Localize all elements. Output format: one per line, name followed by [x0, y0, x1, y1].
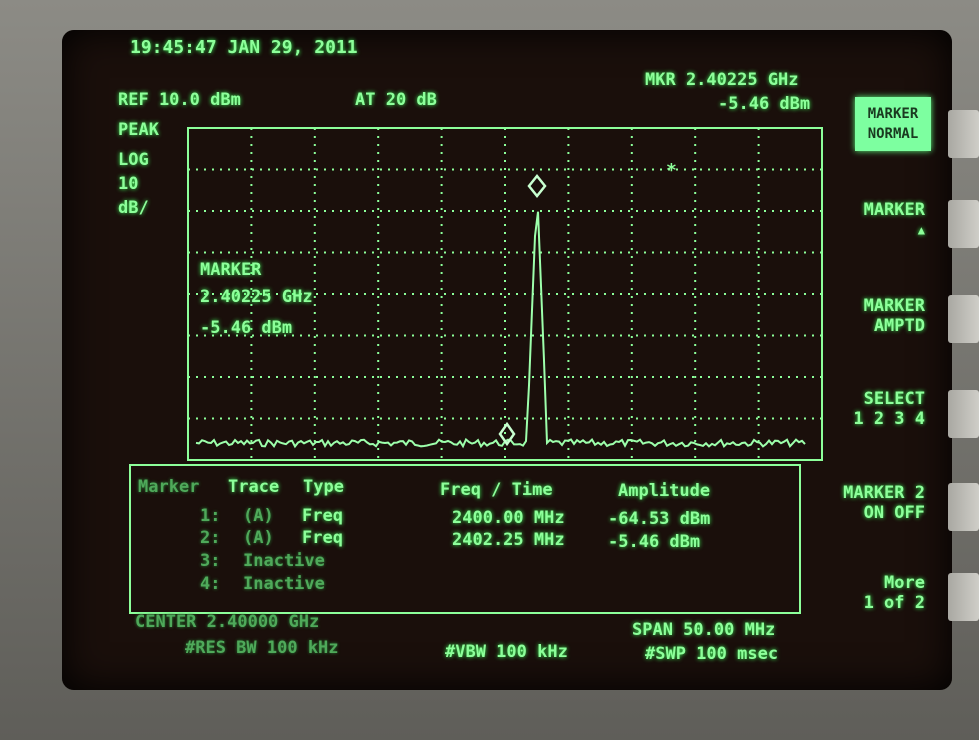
- marker-freq: MKR 2.40225 GHz: [645, 70, 799, 90]
- timestamp: 19:45:47 JAN 29, 2011: [130, 37, 358, 58]
- softkey-label: ON OFF: [863, 503, 925, 523]
- softkey-button[interactable]: [948, 200, 979, 248]
- marker-1-diamond: [498, 421, 516, 447]
- marker-readout: 2.40225 GHz: [200, 287, 313, 307]
- center-freq: CENTER 2.40000 GHz: [135, 612, 320, 632]
- softkey[interactable]: MARKER NORMAL: [855, 97, 931, 151]
- softkey-label: MARKER: [867, 106, 919, 122]
- trace: [195, 211, 806, 449]
- vbw: #VBW 100 kHz: [445, 642, 568, 662]
- table-cell: (A): [243, 506, 274, 526]
- table-cell: Inactive: [243, 551, 325, 571]
- marker-table-box: [129, 464, 801, 614]
- span: SPAN 50.00 MHz: [632, 620, 776, 640]
- table-header: Type: [303, 477, 344, 497]
- table-cell: 4:: [200, 574, 221, 594]
- table-cell: 1:: [200, 506, 221, 526]
- softkey[interactable]: MARKER ▲: [805, 200, 925, 240]
- table-cell: -64.53 dBm: [608, 509, 711, 529]
- table-header: Marker: [138, 477, 200, 497]
- softkey-label: NORMAL: [867, 126, 919, 142]
- marker-readout: MARKER: [200, 260, 262, 280]
- softkey-label: AMPTD: [873, 316, 925, 336]
- table-cell: 3:: [200, 551, 221, 571]
- table-header: Trace: [228, 477, 280, 497]
- table-cell: 2400.00 MHz: [452, 508, 565, 528]
- graticule: [188, 128, 822, 460]
- softkey[interactable]: More 1 of 2: [805, 573, 925, 613]
- softkey-button[interactable]: [948, 110, 979, 158]
- res-bw: #RES BW 100 kHz: [185, 638, 339, 658]
- sweep: #SWP 100 msec: [645, 644, 779, 664]
- softkey-label: MARKER: [863, 296, 925, 316]
- table-header: Freq / Time: [440, 480, 553, 500]
- softkey[interactable]: SELECT 1 2 3 4: [805, 389, 925, 429]
- softkey-label: 1 2 3 4: [853, 409, 925, 429]
- delta-star: *: [666, 160, 677, 181]
- softkey[interactable]: MARKER 2 ON OFF: [805, 483, 925, 523]
- softkey-label: MARKER: [863, 200, 925, 220]
- scale-text: PEAK: [118, 120, 159, 140]
- ref-level: REF 10.0 dBm: [118, 90, 241, 110]
- softkey-button[interactable]: [948, 483, 979, 531]
- scale-text: dB/: [118, 198, 149, 218]
- softkey[interactable]: MARKER AMPTD: [805, 296, 925, 336]
- attenuation: AT 20 dB: [355, 90, 437, 110]
- marker-readout: -5.46 dBm: [200, 318, 293, 338]
- softkey-button[interactable]: [948, 390, 979, 438]
- table-cell: Freq: [302, 506, 343, 526]
- softkey-label: 1 of 2: [863, 593, 925, 613]
- table-cell: Inactive: [243, 574, 325, 594]
- table-cell: Freq: [302, 528, 343, 548]
- softkey-button[interactable]: [948, 295, 979, 343]
- softkey-label: MARKER 2: [843, 483, 925, 503]
- scale-text: LOG: [118, 150, 149, 170]
- table-cell: (A): [243, 528, 274, 548]
- marker-amplitude: -5.46 dBm: [718, 94, 811, 114]
- scale-text: 10: [118, 174, 139, 194]
- table-cell: -5.46 dBm: [608, 532, 701, 552]
- marker-2-diamond: [527, 173, 547, 199]
- softkey-label: More: [884, 573, 925, 593]
- table-cell: 2:: [200, 528, 221, 548]
- softkey-label: ▲: [917, 223, 925, 237]
- softkey-button[interactable]: [948, 573, 979, 621]
- table-header: Amplitude: [618, 481, 711, 501]
- table-cell: 2402.25 MHz: [452, 530, 565, 550]
- softkey-label: SELECT: [863, 389, 925, 409]
